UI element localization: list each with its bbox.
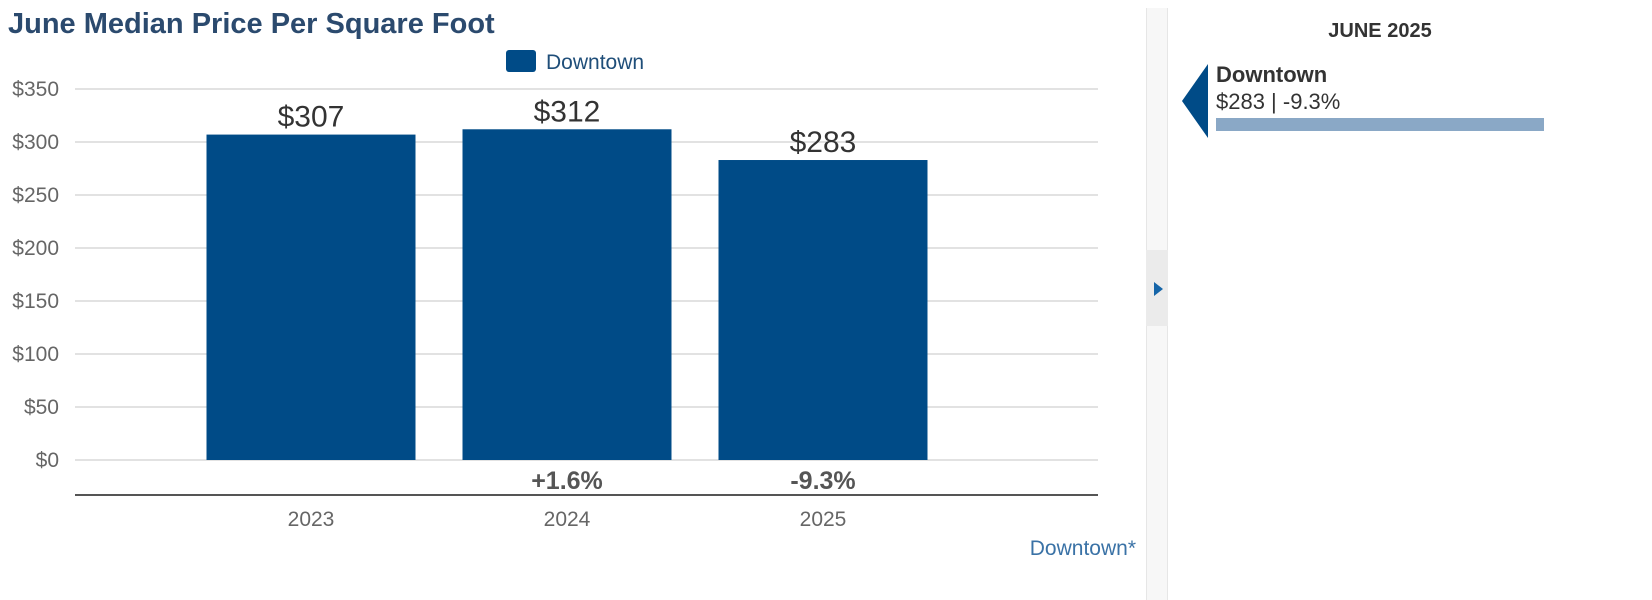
side-panel-entry-summary: $283 | -9.3% bbox=[1216, 89, 1341, 114]
y-tick-label: $250 bbox=[12, 184, 59, 207]
bar bbox=[206, 134, 416, 460]
y-tick-label: $0 bbox=[36, 449, 59, 472]
bar bbox=[718, 160, 928, 460]
change-label: +1.6% bbox=[531, 467, 603, 495]
y-tick-label: $300 bbox=[12, 131, 59, 154]
y-tick-label: $100 bbox=[12, 343, 59, 366]
change-label: -9.3% bbox=[790, 467, 855, 495]
panel-toggle-button[interactable] bbox=[1146, 250, 1168, 326]
side-panel-entry-name[interactable]: Downtown bbox=[1216, 62, 1328, 87]
side-panel-period: JUNE 2025 bbox=[1328, 20, 1432, 42]
x-tick-label: 2023 bbox=[288, 508, 335, 531]
chart-title: June Median Price Per Square Foot bbox=[8, 8, 495, 40]
side-panel-entry-bar bbox=[1216, 118, 1544, 131]
data-label: $312 bbox=[534, 95, 601, 128]
footnote-label: Downtown* bbox=[1030, 537, 1136, 560]
bar-chart: $0 $50 $100 $150 $200 $250 $300 $350 $307 2023 $31… bbox=[12, 50, 1136, 560]
side-panel-marker-icon bbox=[1182, 64, 1208, 138]
y-tick-label: $50 bbox=[24, 396, 59, 419]
data-label: $307 bbox=[278, 101, 345, 134]
y-tick-label: $350 bbox=[12, 78, 59, 101]
bar bbox=[462, 129, 672, 460]
y-tick-label: $200 bbox=[12, 237, 59, 260]
x-tick-label: 2024 bbox=[544, 508, 591, 531]
legend-swatch bbox=[506, 50, 536, 72]
y-tick-label: $150 bbox=[12, 290, 59, 313]
data-label: $283 bbox=[790, 126, 857, 159]
chevron-right-icon bbox=[1154, 282, 1163, 296]
x-tick-label: 2025 bbox=[800, 508, 847, 531]
legend-label: Downtown bbox=[546, 51, 644, 74]
